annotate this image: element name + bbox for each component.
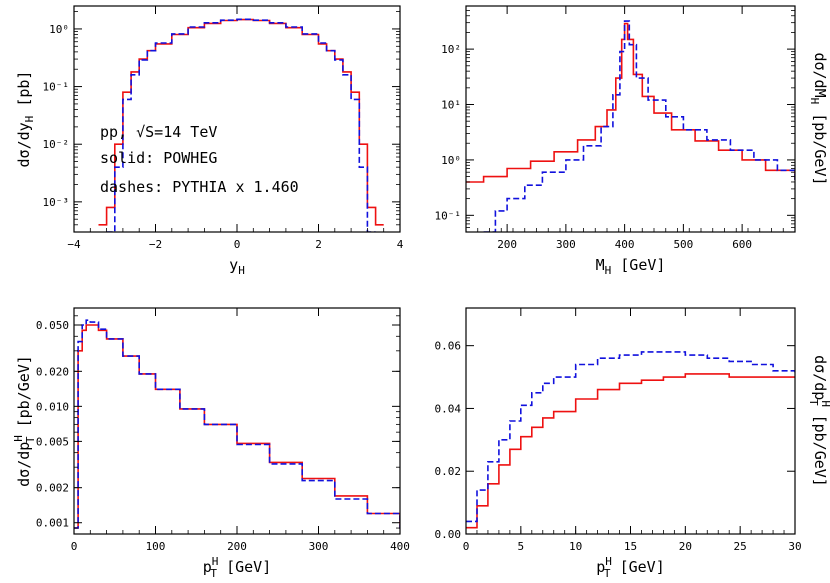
y-axis-label: dσ/dyH [pb] [15,71,36,168]
x-axis-label: MH [GeV] [596,256,666,277]
annotation-2: dashes: PYTHIA x 1.460 [100,178,299,196]
x-axis-label: yH [229,256,245,277]
y-tick-label: 0.001 [36,517,69,530]
chart-p2: 200 300 400 500 600 10⁻¹ 10⁰ 10¹ 10² MH [GeV] dσ/d… [435,5,829,277]
annotation-1: solid: POWHEG [100,149,217,167]
x-tick-label: 5 [518,540,525,553]
y-tick-label: 10¹ [441,99,461,112]
y-tick-label: 0.02 [435,465,462,478]
chart-p4: 0 5 10 15 20 25 30 0.00 0.02 0.04 0.06 pH T [GeV] dσ/… [435,307,830,580]
x-tick-label: 200 [227,540,247,553]
x-tick-label: 4 [397,238,404,251]
x-tick-label: 300 [309,540,329,553]
x-tick-label: 10 [569,540,582,553]
y-tick-label: 0.04 [435,402,462,415]
y-tick-label: 10⁰ [441,154,461,167]
series-p1-pythia [106,18,376,232]
y-tick-label: 0.005 [36,435,69,448]
y-tick-label: 10⁻¹ [43,81,70,94]
annotation-0: pp, √S=14 TeV [100,123,217,141]
y-tick-label: 0.020 [36,365,69,378]
x-tick-label: −2 [149,238,162,251]
x-tick-label: 2 [315,238,322,251]
x-tick-label: 0 [234,238,241,251]
y-tick-label: 10⁻² [43,138,70,151]
y-tick-label: 10⁰ [49,23,69,36]
x-tick-label: −4 [67,238,81,251]
y-axis-label: dσ/dMH [pb/GeV] [808,52,829,185]
y-tick-label: 10⁻³ [43,196,70,209]
series-p3-pythia [74,319,400,529]
y-tick-label: 10⁻¹ [435,209,462,222]
x-tick-label: 20 [679,540,692,553]
x-tick-label: 600 [732,238,752,251]
x-tick-label: 500 [673,238,693,251]
series-p2-powheg [466,22,795,183]
x-tick-label: 300 [556,238,576,251]
y-tick-label: 10² [441,43,461,56]
x-tick-label: 200 [497,238,517,251]
y-tick-label: 0.050 [36,319,69,332]
chart-p1: −4 −2 0 2 4 10⁻³ 10⁻² 10⁻¹ 10⁰ yH dσ/dyH [pb] pp, √… [15,5,404,277]
y-tick-label: 0.00 [435,528,462,541]
x-tick-label: 0 [463,540,470,553]
x-tick-label: 400 [390,540,410,553]
series-p4-powheg [466,373,795,529]
series-p2-pythia [483,20,795,232]
y-axis-label: dσ/dpHT [pb/GeV] [12,355,37,487]
y-axis-label: dσ/dpHT [pb/GeV] [807,355,830,487]
x-axis-label: pH T [GeV] [203,555,271,580]
x-tick-label: 0 [71,540,78,553]
chart-p3: 0 100 200 300 400 0.001 0.002 0.005 0.010 0.020 0.… [12,307,410,580]
y-tick-label: 0.06 [435,340,462,353]
y-tick-label: 0.010 [36,400,69,413]
x-axis-label: pH T [GeV] [596,555,664,580]
x-tick-label: 100 [146,540,166,553]
series-p4-pythia [466,351,795,523]
x-tick-label: 30 [788,540,801,553]
x-tick-label: 400 [615,238,635,251]
x-tick-label: 25 [734,540,747,553]
y-tick-label: 0.002 [36,482,69,495]
x-tick-label: 15 [624,540,637,553]
